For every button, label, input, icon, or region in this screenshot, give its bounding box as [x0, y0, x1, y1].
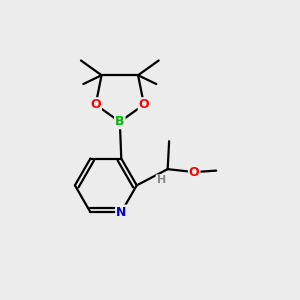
Text: O: O — [189, 166, 200, 178]
Text: B: B — [115, 115, 124, 128]
Text: H: H — [157, 175, 166, 185]
Text: N: N — [116, 206, 127, 219]
Text: O: O — [139, 98, 149, 111]
Text: O: O — [90, 98, 101, 111]
